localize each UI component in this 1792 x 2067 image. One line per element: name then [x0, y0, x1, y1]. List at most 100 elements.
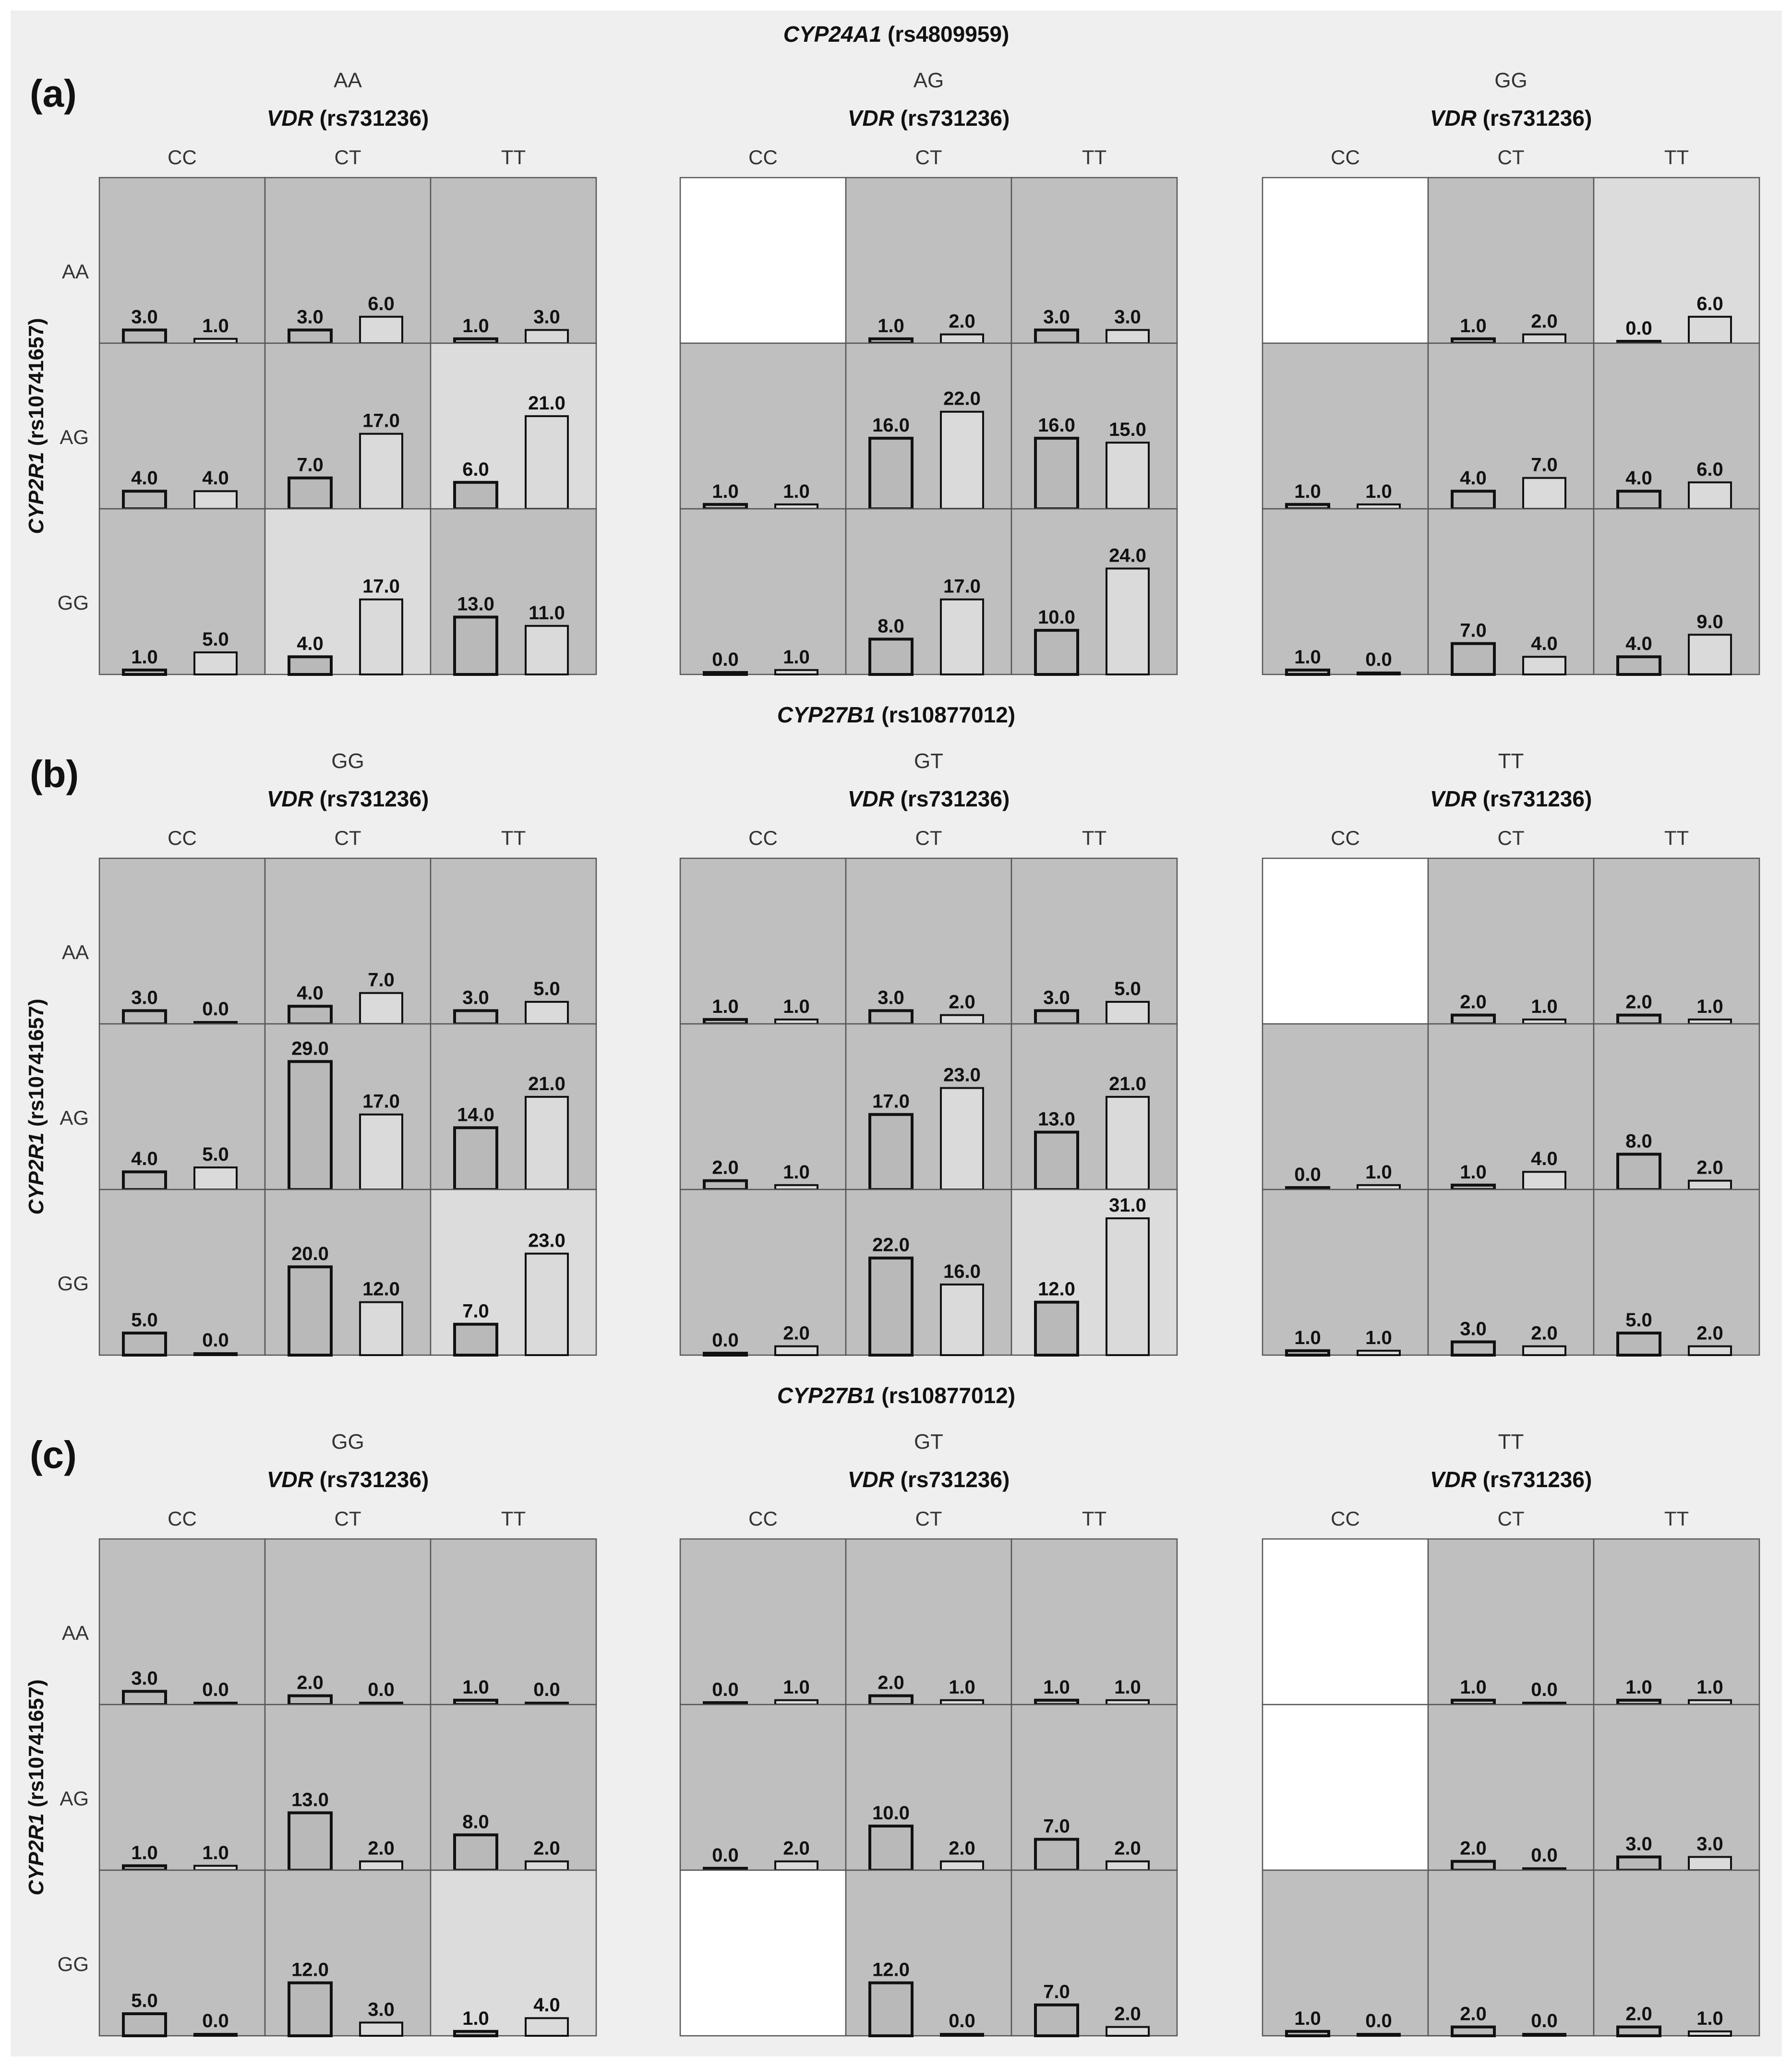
column-label: CC — [748, 146, 778, 168]
data-label: 2.0 — [533, 1838, 560, 1859]
cell — [1427, 1869, 1595, 2037]
data-label: 8.0 — [1625, 1130, 1652, 1152]
data-label: 6.0 — [368, 293, 395, 314]
data-label: 1.0 — [1696, 1677, 1723, 1698]
cell — [1262, 1869, 1429, 2037]
vdr-title: VDR (rs731236) — [848, 1467, 1010, 1492]
data-label: 16.0 — [1038, 415, 1075, 436]
cell — [264, 177, 432, 344]
data-label: 17.0 — [362, 576, 400, 597]
bar-second — [940, 1699, 984, 1706]
data-label: 1.0 — [1696, 2008, 1723, 2029]
bar-second — [193, 337, 238, 345]
data-label: 12.0 — [362, 1279, 400, 1300]
cell — [1262, 1189, 1429, 1356]
column-label: TT — [1082, 827, 1106, 849]
data-label: 3.0 — [878, 987, 904, 1008]
figure: CYP24A1 (rs4809959) (a) CYP2R1 (rs10741657… — [11, 11, 1782, 2056]
bar-first — [703, 1352, 748, 1357]
data-label: 1.0 — [1696, 996, 1723, 1017]
bar-second — [940, 2033, 984, 2037]
bar-second — [525, 1860, 569, 1871]
bar-second — [525, 1095, 569, 1191]
data-label: 4.0 — [131, 468, 158, 489]
data-label: 1.0 — [202, 315, 229, 336]
data-label: 10.0 — [1038, 607, 1075, 628]
data-label: 5.0 — [533, 978, 560, 999]
bar-second — [1522, 1018, 1566, 1025]
cell — [1010, 177, 1178, 344]
bar-second — [1522, 477, 1566, 510]
data-label: 3.0 — [297, 306, 324, 327]
panel-a: CYP24A1 (rs4809959) (a) CYP2R1 (rs10741657… — [24, 22, 1760, 676]
cell — [679, 1538, 847, 1706]
bar-second — [1106, 329, 1150, 345]
bar-second — [1357, 2033, 1401, 2037]
column-label: TT — [1664, 1507, 1689, 1530]
data-label: 2.0 — [1460, 2004, 1487, 2025]
bar-first — [1616, 490, 1661, 511]
data-label: 29.0 — [291, 1038, 329, 1059]
cell — [1427, 1023, 1595, 1190]
data-label: 1.0 — [712, 481, 739, 502]
column-label: TT — [1082, 146, 1106, 168]
genotype-block-aa: AA VDR (rs731236) CC CT TT AA AG GG 3.0 1.0 3.0 6.0… — [58, 69, 597, 676]
panel-b: CYP27B1 (rs10877012) (b) CYP2R1 (rs1074165… — [24, 702, 1760, 1357]
cell — [1427, 857, 1595, 1025]
data-label: 24.0 — [1109, 545, 1146, 566]
data-label: 1.0 — [783, 481, 810, 502]
cell — [98, 1704, 266, 1871]
row-label: AG — [60, 426, 89, 448]
bar-first — [868, 436, 914, 510]
data-label: 23.0 — [528, 1230, 565, 1251]
data-label: 22.0 — [872, 1235, 910, 1256]
bar-first — [122, 2012, 167, 2037]
data-label: 4.0 — [297, 983, 324, 1004]
bar-second — [774, 1860, 818, 1871]
bar-first — [453, 1322, 498, 1357]
bar-first — [868, 1981, 914, 2037]
block-genotype-label: GT — [914, 1430, 943, 1454]
data-label: 31.0 — [1109, 1195, 1146, 1216]
bar-first — [1451, 1340, 1496, 1357]
data-label: 0.0 — [712, 1330, 739, 1351]
block-genotype-label: GT — [914, 749, 943, 773]
data-label: 2.0 — [368, 1838, 395, 1859]
panel-letter: (a) — [30, 72, 77, 115]
data-label: 1.0 — [1294, 647, 1321, 668]
column-label: CC — [1331, 146, 1360, 168]
bar-second — [1688, 1018, 1732, 1025]
data-label: 17.0 — [943, 576, 981, 597]
data-label: 2.0 — [1625, 2004, 1652, 2025]
data-label: 5.0 — [131, 1310, 158, 1331]
bar-second — [193, 651, 238, 675]
cell — [1427, 177, 1595, 344]
bar-second — [359, 2021, 403, 2037]
bar-first — [453, 1698, 498, 1706]
data-label: 13.0 — [291, 1789, 329, 1810]
bar-second — [1688, 1856, 1732, 1872]
data-label: 4.0 — [1460, 468, 1487, 489]
block-genotype-label: AA — [334, 69, 362, 92]
data-label: 1.0 — [1114, 1677, 1141, 1698]
cell — [1593, 1869, 1760, 2037]
genotype-block-gt: GT VDR (rs731236) CC CT TT 0.0 1.0 2.0 1.0 1.0 1.0… — [679, 1430, 1178, 2037]
bar-second — [1522, 656, 1566, 676]
data-label: 11.0 — [529, 602, 565, 624]
cell — [1427, 1704, 1595, 1871]
interaction-chart: CYP24A1 (rs4809959) (a) CYP2R1 (rs10741657… — [24, 22, 1760, 2038]
data-label: 1.0 — [712, 996, 739, 1017]
data-label: 3.0 — [1043, 306, 1070, 327]
bar-first — [1451, 1013, 1496, 1025]
data-label: 3.0 — [131, 1668, 158, 1689]
bar-second — [193, 1864, 238, 1871]
data-label: 2.0 — [783, 1323, 810, 1344]
bar-first — [703, 671, 748, 676]
data-label: 1.0 — [1294, 1327, 1321, 1348]
empty-cell — [679, 177, 847, 344]
cell — [679, 857, 847, 1025]
cell — [264, 857, 432, 1025]
data-label: 4.0 — [1531, 1148, 1558, 1169]
data-label: 20.0 — [291, 1243, 329, 1264]
bar-first — [122, 1864, 167, 1872]
